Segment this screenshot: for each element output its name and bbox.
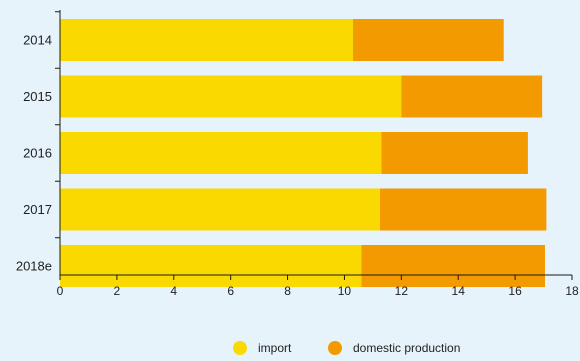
x-tick-label: 0 bbox=[57, 284, 64, 298]
x-tick-label: 16 bbox=[508, 284, 522, 298]
axes-group: 2014 2015 2016 2017 2018e 0 2 4 6 8 10 12 14 16 18 bbox=[16, 10, 579, 298]
x-tick-label: 4 bbox=[170, 284, 177, 298]
legend: import domestic production bbox=[233, 341, 460, 355]
legend-label: import bbox=[258, 341, 292, 355]
bars-group bbox=[60, 19, 547, 287]
category-label: 2016 bbox=[23, 146, 52, 161]
x-tick-label: 14 bbox=[452, 284, 466, 298]
x-tick-label: 8 bbox=[284, 284, 291, 298]
x-tick-label: 2 bbox=[114, 284, 121, 298]
bar-domestic-production-2015 bbox=[401, 75, 543, 118]
bar-import-2016 bbox=[60, 132, 382, 174]
category-label: 2014 bbox=[23, 33, 52, 48]
category-label: 2018e bbox=[16, 259, 52, 274]
bar-domestic-production-2017 bbox=[380, 188, 547, 231]
legend-swatch-import bbox=[233, 341, 247, 355]
bar-import-2015 bbox=[60, 75, 402, 118]
bar-import-2018e bbox=[60, 245, 362, 287]
category-label: 2015 bbox=[23, 89, 52, 104]
legend-label: domestic production bbox=[353, 341, 460, 355]
bar-domestic-production-2014 bbox=[352, 19, 504, 61]
bar-import-2017 bbox=[60, 188, 380, 231]
legend-swatch-domestic-production bbox=[328, 341, 342, 355]
bar-domestic-production-2018e bbox=[361, 245, 545, 287]
x-tick-label: 10 bbox=[338, 284, 352, 298]
x-tick-label: 18 bbox=[565, 284, 579, 298]
x-tick-label: 6 bbox=[227, 284, 234, 298]
bar-domestic-production-2016 bbox=[381, 132, 528, 174]
bar-import-2014 bbox=[60, 19, 353, 61]
category-label: 2017 bbox=[23, 202, 52, 217]
x-tick-label: 12 bbox=[395, 284, 409, 298]
